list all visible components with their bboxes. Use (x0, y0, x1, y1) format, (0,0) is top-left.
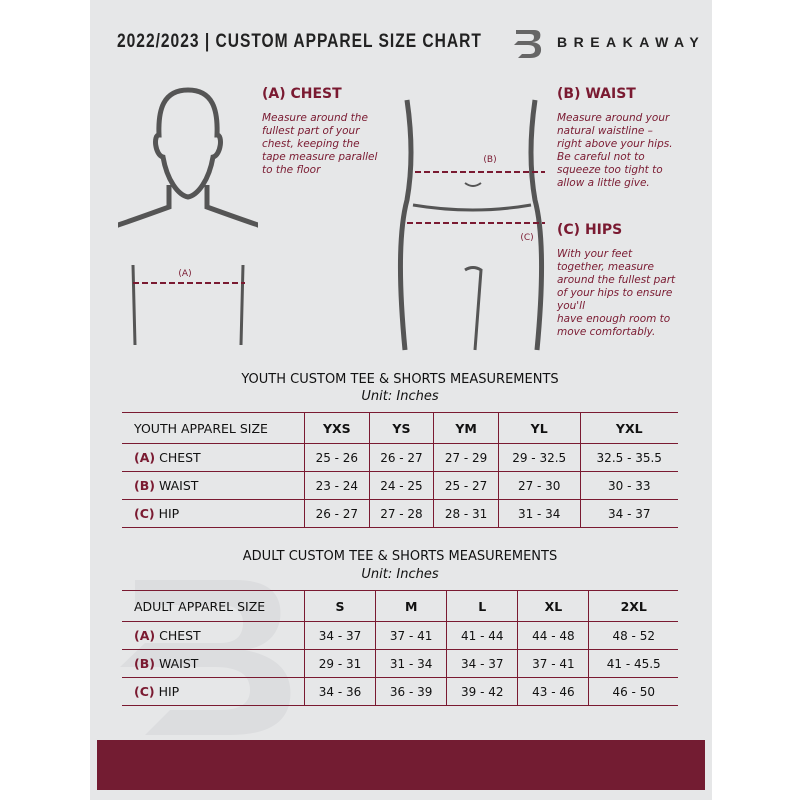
table-row: (C) HIP 26 - 27 27 - 28 28 - 31 31 - 34 34 - … (122, 499, 678, 528)
size-header: YM (433, 412, 499, 444)
measurement-value: 34 - 37 (303, 621, 376, 650)
footer-bar (97, 740, 705, 790)
measurement-value: 44 - 48 (517, 621, 589, 650)
chest-marker: (A) (178, 269, 191, 279)
measurement-value: 31 - 34 (497, 499, 581, 528)
measurement-value: 25 - 26 (304, 443, 370, 472)
size-header: 2XL (588, 590, 678, 622)
brand-name: BREAKAWAY (557, 34, 706, 50)
chest-figure-lower: (A) (131, 264, 245, 346)
measurement-label: (B) WAIST (122, 471, 305, 500)
table-header-row: ADULT APPAREL SIZE S M L XL 2XL (122, 590, 678, 622)
waist-heading: (B) WAIST (557, 86, 636, 102)
measurement-name: CHEST (159, 450, 201, 465)
measurement-value: 37 - 41 (375, 621, 447, 650)
hips-instructions: With your feet together, measure around th… (557, 248, 676, 338)
size-label: YOUTH APPAREL SIZE (122, 412, 305, 444)
measurement-value: 41 - 44 (446, 621, 518, 650)
table-row: (C) HIP 34 - 36 36 - 39 39 - 42 43 - 46 46 - … (122, 677, 678, 706)
measurement-code: (C) (134, 506, 155, 521)
measurement-value: 24 - 25 (368, 471, 434, 500)
measurement-value: 48 - 52 (588, 621, 678, 650)
measurement-code: (B) (134, 656, 155, 671)
measurement-label: (C) HIP (122, 499, 305, 528)
waist-hips-figure: (B) (C) (397, 99, 545, 351)
hips-marker: (C) (520, 233, 533, 243)
size-header: XL (517, 590, 589, 622)
adult-table-title: ADULT CUSTOM TEE & SHORTS MEASUREMENTS (242, 549, 558, 564)
table-row: (A) CHEST 34 - 37 37 - 41 41 - 44 44 - 48 48 … (122, 621, 678, 650)
measurement-value: 27 - 30 (497, 471, 581, 500)
measurement-value: 37 - 41 (517, 649, 589, 678)
measurement-value: 27 - 29 (433, 443, 499, 472)
youth-table-title: YOUTH CUSTOM TEE & SHORTS MEASUREMENTS (241, 372, 559, 387)
measurement-value: 28 - 31 (433, 499, 499, 528)
adult-size-table: ADULT APPAREL SIZE S M L XL 2XL (A) CHEST 34 - … (122, 590, 678, 706)
youth-unit: Unit: Inches (361, 389, 439, 404)
measurement-value: 31 - 34 (375, 649, 447, 678)
youth-size-table: YOUTH APPAREL SIZE YXS YS YM YL YXL (A) CHEST 2… (122, 412, 678, 528)
adult-unit: Unit: Inches (361, 567, 439, 582)
measurement-name: WAIST (158, 656, 199, 671)
size-header: YS (368, 412, 434, 444)
measurement-value: 29 - 32.5 (497, 443, 581, 472)
size-label: ADULT APPAREL SIZE (122, 590, 305, 622)
measurement-label: (B) WAIST (122, 649, 305, 678)
size-header: M (375, 590, 447, 622)
measurement-name: CHEST (159, 628, 201, 643)
measurement-value: 41 - 45.5 (588, 649, 678, 678)
hips-heading: (C) HIPS (557, 222, 623, 238)
measurement-name: HIP (158, 506, 180, 521)
table-row: (B) WAIST 29 - 31 31 - 34 34 - 37 37 - 41 41 … (122, 649, 678, 678)
measurement-value: 34 - 36 (303, 677, 376, 706)
measurement-name: HIP (158, 684, 180, 699)
measurement-value: 26 - 27 (304, 499, 370, 528)
measurement-name: WAIST (158, 478, 199, 493)
measurement-code: (A) (134, 628, 156, 643)
measurement-value: 43 - 46 (517, 677, 589, 706)
measurement-value: 34 - 37 (579, 499, 678, 528)
measurement-value: 29 - 31 (303, 649, 376, 678)
breakaway-logo-icon (514, 30, 542, 58)
size-header: L (446, 590, 518, 622)
chest-heading: (A) CHEST (262, 86, 342, 102)
chest-instructions: Measure around the fullest part of your ch… (262, 112, 378, 176)
table-row: (B) WAIST 23 - 24 24 - 25 25 - 27 27 - 30 30 … (122, 471, 678, 500)
measurement-value: 36 - 39 (375, 677, 447, 706)
measurement-value: 39 - 42 (446, 677, 518, 706)
chest-figure (118, 87, 258, 228)
measurement-value: 34 - 37 (446, 649, 518, 678)
measurement-value: 25 - 27 (433, 471, 499, 500)
measurement-value: 23 - 24 (304, 471, 370, 500)
measurement-value: 26 - 27 (368, 443, 434, 472)
measurement-label: (C) HIP (122, 677, 305, 706)
measurement-value: 27 - 28 (368, 499, 434, 528)
measurement-value: 30 - 33 (579, 471, 678, 500)
measurement-label: (A) CHEST (122, 621, 305, 650)
measurement-value: 46 - 50 (588, 677, 678, 706)
page-title: 2022/2023 | CUSTOM APPAREL SIZE CHART (117, 31, 482, 52)
table-row: (A) CHEST 25 - 26 26 - 27 27 - 29 29 - 32.5 3… (122, 443, 678, 472)
size-header: YXS (304, 412, 370, 444)
measurement-code: (C) (134, 684, 155, 699)
size-header: YXL (579, 412, 678, 444)
waist-instructions: Measure around your natural waistline – ri… (557, 112, 673, 189)
table-header-row: YOUTH APPAREL SIZE YXS YS YM YL YXL (122, 412, 678, 444)
measurement-value: 32.5 - 35.5 (579, 443, 678, 472)
measurement-code: (B) (134, 478, 155, 493)
size-header: S (303, 590, 376, 622)
measurement-label: (A) CHEST (122, 443, 305, 472)
measurement-code: (A) (134, 450, 156, 465)
size-header: YL (497, 412, 581, 444)
waist-marker: (B) (483, 155, 496, 165)
